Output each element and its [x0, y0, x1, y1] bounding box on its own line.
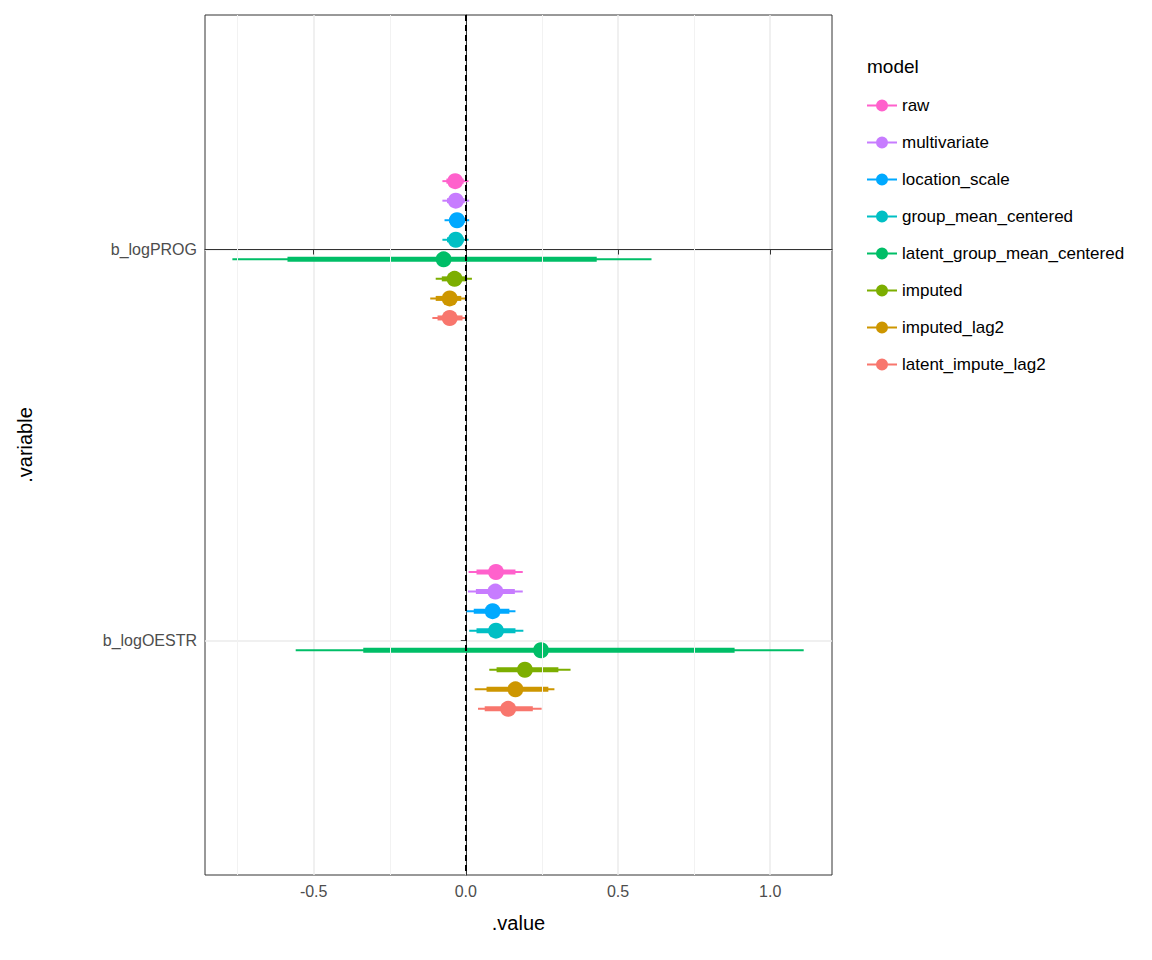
svg-text:imputed_lag2: imputed_lag2 [902, 318, 1004, 337]
svg-text:1.0: 1.0 [759, 883, 781, 900]
svg-text:.value: .value [492, 912, 545, 934]
svg-text:.variable: .variable [14, 407, 36, 483]
svg-text:0.5: 0.5 [607, 883, 629, 900]
svg-text:raw: raw [902, 96, 930, 115]
svg-text:imputed: imputed [902, 281, 962, 300]
svg-text:b_logPROG: b_logPROG [111, 241, 197, 259]
svg-text:latent_impute_lag2: latent_impute_lag2 [902, 355, 1046, 374]
svg-text:-0.5: -0.5 [300, 883, 328, 900]
svg-text:location_scale: location_scale [902, 170, 1010, 189]
svg-text:multivariate: multivariate [902, 133, 989, 152]
svg-text:model: model [867, 56, 919, 77]
svg-text:group_mean_centered: group_mean_centered [902, 207, 1073, 226]
svg-text:0.0: 0.0 [455, 883, 477, 900]
svg-text:b_logOESTR: b_logOESTR [103, 632, 197, 650]
svg-text:latent_group_mean_centered: latent_group_mean_centered [902, 244, 1124, 263]
